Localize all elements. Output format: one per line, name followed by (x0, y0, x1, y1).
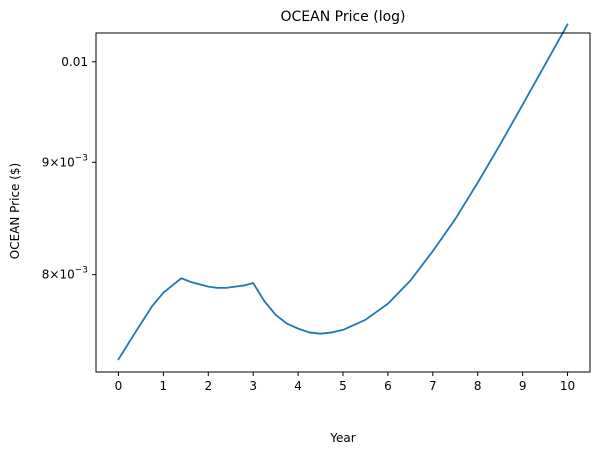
series-line-0 (117, 23, 569, 361)
x-tick-label: 10 (560, 379, 575, 393)
x-tick-label: 2 (204, 379, 212, 393)
y-tick-label: 8×10−3 (42, 266, 88, 282)
x-axis: 0 1 2 3 4 5 6 7 8 9 10 (115, 372, 575, 393)
x-tick-label: 5 (339, 379, 347, 393)
y-tick-label: 9×10−3 (42, 153, 88, 169)
x-tick-label: 0 (115, 379, 123, 393)
plot-area (95, 23, 591, 373)
x-tick-label: 9 (519, 379, 527, 393)
y-tick-label: 0.01 (61, 55, 88, 69)
x-tick-label: 4 (294, 379, 302, 393)
x-tick-label: 6 (384, 379, 392, 393)
x-axis-label: Year (329, 431, 355, 445)
x-tick-label: 7 (429, 379, 437, 393)
x-tick-label: 8 (474, 379, 482, 393)
y-axis: 8×10−3 9×10−3 0.01 (42, 55, 96, 282)
x-tick-label: 1 (160, 379, 168, 393)
x-tick-label: 3 (249, 379, 257, 393)
chart-title: OCEAN Price (log) (280, 9, 405, 25)
y-axis-label: OCEAN Price ($) (8, 163, 22, 260)
axes-frame (95, 32, 591, 373)
series-layer (117, 23, 569, 361)
